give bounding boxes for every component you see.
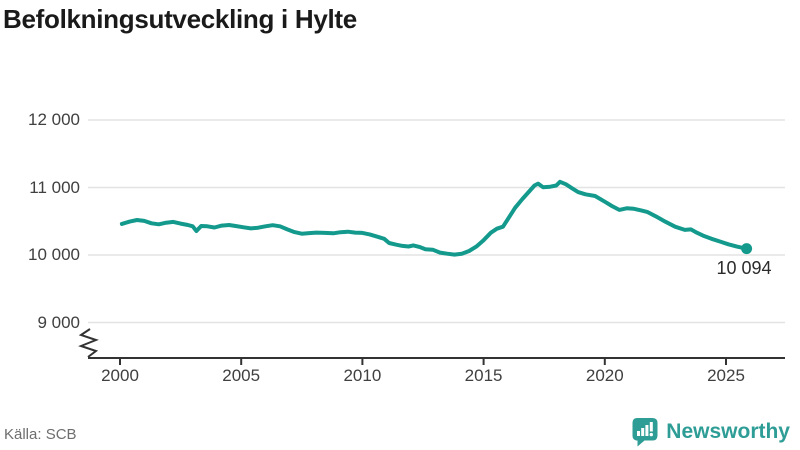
page-title: Befolkningsutveckling i Hylte [3,4,357,34]
gridlines [88,119,785,324]
last-value-point [741,243,753,255]
axis-break-zigzag [78,328,99,358]
x-tick-label: 2010 [343,366,382,385]
x-tick-label: 2000 [101,366,139,385]
x-tick-label: 2025 [707,366,745,385]
newsworthy-wordmark: Newsworthy [666,420,790,443]
population-line-series [119,179,753,257]
y-tick-label: 10 000 [28,245,80,264]
y-tick-label: 12 000 [28,110,80,129]
last-value-annotation: 10 094 [716,258,772,278]
x-tick-label: 2020 [585,366,624,385]
y-axis-break-icon [78,328,99,358]
x-tick-label: 2015 [464,366,503,385]
newsworthy-logo[interactable]: Newsworthy [631,416,790,448]
population-line [119,179,749,257]
x-tick-label: 2005 [222,366,261,385]
x-axis [88,357,785,365]
source-attribution: Källa: SCB [4,426,77,443]
y-tick-label: 11 000 [29,177,80,197]
y-tick-label: 9 000 [37,312,80,332]
newsworthy-chart-bubble-icon [632,418,658,447]
